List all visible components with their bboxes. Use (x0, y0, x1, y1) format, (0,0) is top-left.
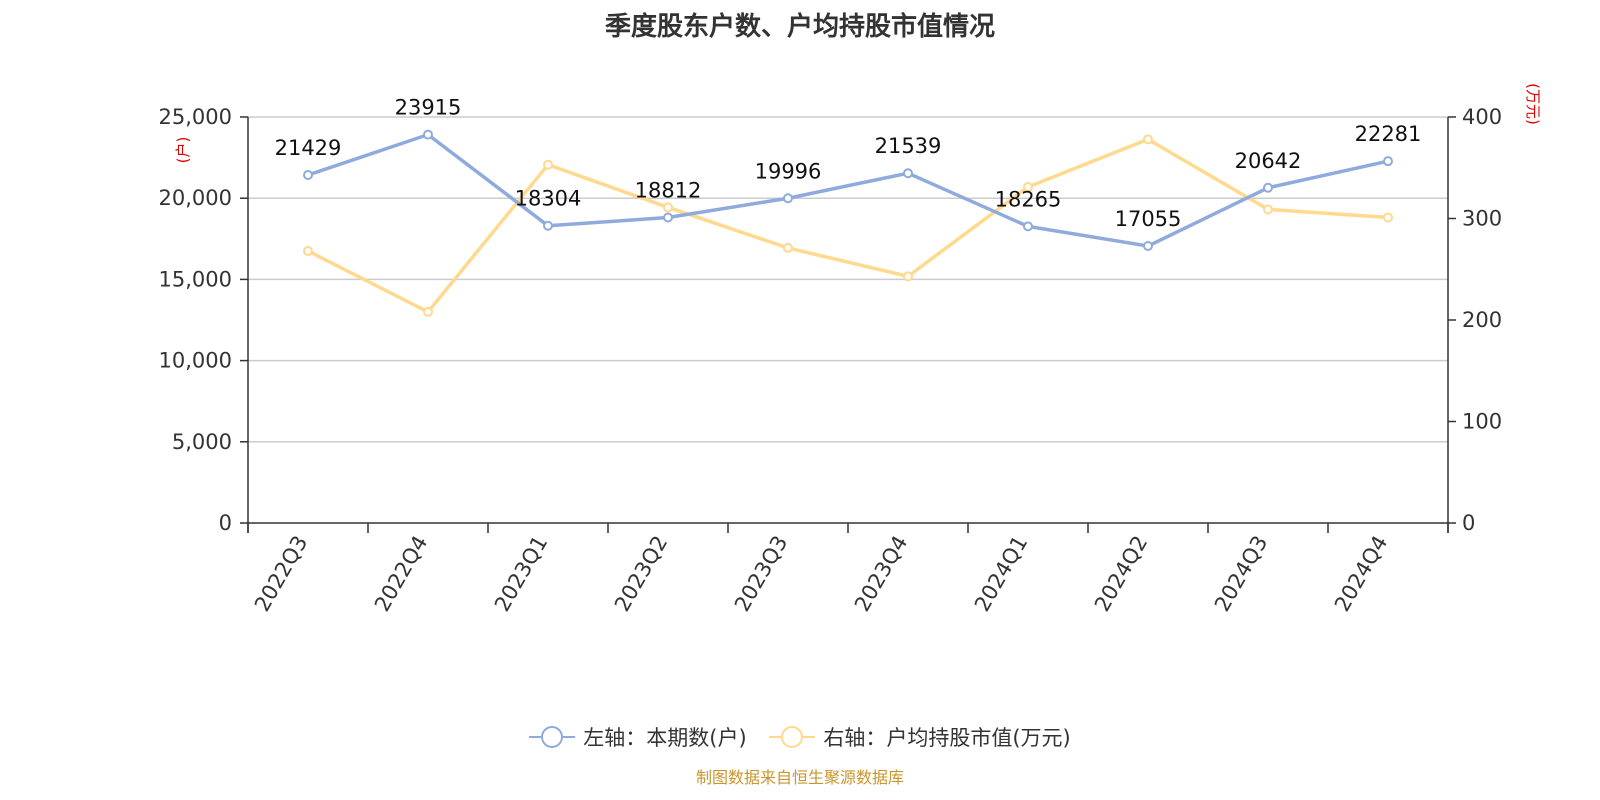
shareholder-count-point (663, 212, 673, 223)
right-tick-label: 0 (1462, 511, 1475, 535)
shareholder-count-point (423, 129, 433, 140)
data-label: 21429 (275, 136, 342, 160)
left-tick-label: 25,000 (159, 105, 232, 129)
legend-item-shareholder-count[interactable]: 左轴：本期数(户) (529, 722, 747, 752)
right-axis-ticks: 0 100 200 300 400 (1448, 105, 1502, 535)
source-note: 制图数据来自恒生聚源数据库 (695, 768, 904, 787)
avg-holding-value-point (783, 242, 793, 253)
left-axis-unit: (户) (174, 137, 192, 164)
avg-holding-value-point (303, 245, 313, 256)
data-label: 18304 (515, 187, 582, 211)
left-tick-label: 10,000 (159, 349, 232, 373)
avg-holding-value-point (1383, 212, 1393, 223)
shareholder-count-point (1263, 182, 1273, 193)
axes (247, 117, 1449, 533)
legend-item-avg-holding-value[interactable]: 右轴：户均持股市值(万元) (769, 722, 1071, 752)
avg-holding-value-point (543, 159, 553, 170)
left-axis-ticks: 0 5,000 10,000 15,000 20,000 25,000 (159, 105, 248, 535)
shareholder-count-point (543, 220, 553, 231)
x-axis-ticks: 2022Q3 2022Q4 2023Q1 2023Q2 2023Q3 2023Q4 2024… (247, 523, 1449, 616)
avg-holding-value-point (903, 271, 913, 282)
chart-title: 季度股东户数、户均持股市值情况 (604, 12, 995, 42)
legend: 左轴：本期数(户) 右轴：户均持股市值(万元) (0, 722, 1600, 754)
shareholder-count-line (307, 132, 1389, 248)
right-tick-label: 300 (1462, 207, 1502, 231)
left-tick-label: 5,000 (172, 430, 232, 454)
x-tick-label: 2023Q4 (850, 532, 912, 616)
x-tick-label: 2023Q2 (610, 532, 672, 616)
data-label: 23915 (395, 96, 462, 120)
data-label: 19996 (755, 159, 822, 183)
right-tick-label: 200 (1462, 308, 1502, 332)
x-tick-label: 2024Q3 (1210, 532, 1272, 616)
right-axis-unit: (万元) (1524, 83, 1542, 125)
series-avg-holding-value (303, 134, 1393, 317)
avg-holding-value-point (423, 306, 433, 317)
avg-holding-value-point (1023, 182, 1033, 193)
right-tick-label: 400 (1462, 105, 1502, 129)
x-tick-label: 2022Q3 (250, 532, 312, 616)
data-label: 20642 (1235, 149, 1302, 173)
x-tick-label: 2023Q3 (730, 532, 792, 616)
x-tick-label: 2024Q4 (1330, 532, 1392, 616)
left-tick-label: 0 (219, 511, 232, 535)
legend-line-circle-icon (769, 725, 816, 749)
data-label: 18812 (635, 178, 702, 202)
avg-holding-value-point (1143, 134, 1153, 145)
shareholder-count-point (1023, 221, 1033, 232)
x-tick-label: 2024Q2 (1090, 532, 1152, 616)
x-tick-label: 2024Q1 (970, 532, 1032, 616)
grid-lines (248, 116, 1448, 443)
left-tick-label: 15,000 (159, 267, 232, 291)
shareholder-count-point (1383, 156, 1393, 167)
data-label: 17055 (1115, 207, 1182, 231)
shareholder-count-point (303, 169, 313, 180)
data-labels-shareholder-count: 21429 23915 18304 18812 19996 21539 18265 17055… (275, 96, 1422, 231)
data-label: 22281 (1355, 122, 1422, 146)
x-tick-label: 2022Q4 (370, 532, 432, 616)
legend-label: 左轴：本期数(户) (583, 726, 747, 750)
avg-holding-value-point (1263, 204, 1273, 215)
data-label: 18265 (995, 187, 1062, 211)
line-chart: 0 5,000 10,000 15,000 20,000 25,000 0 100 200 30… (159, 83, 1542, 616)
data-label: 21539 (875, 134, 942, 158)
legend-line-circle-icon (529, 725, 576, 749)
x-tick-label: 2023Q1 (490, 532, 552, 616)
right-tick-label: 100 (1462, 410, 1502, 434)
shareholder-count-point (783, 193, 793, 204)
shareholder-count-point (1143, 241, 1153, 252)
legend-label: 右轴：户均持股市值(万元) (823, 726, 1071, 750)
shareholder-count-point (903, 168, 913, 179)
series-shareholder-count (303, 129, 1393, 252)
avg-holding-value-point (663, 202, 673, 213)
avg-holding-value-line (307, 137, 1389, 314)
left-tick-label: 20,000 (159, 186, 232, 210)
